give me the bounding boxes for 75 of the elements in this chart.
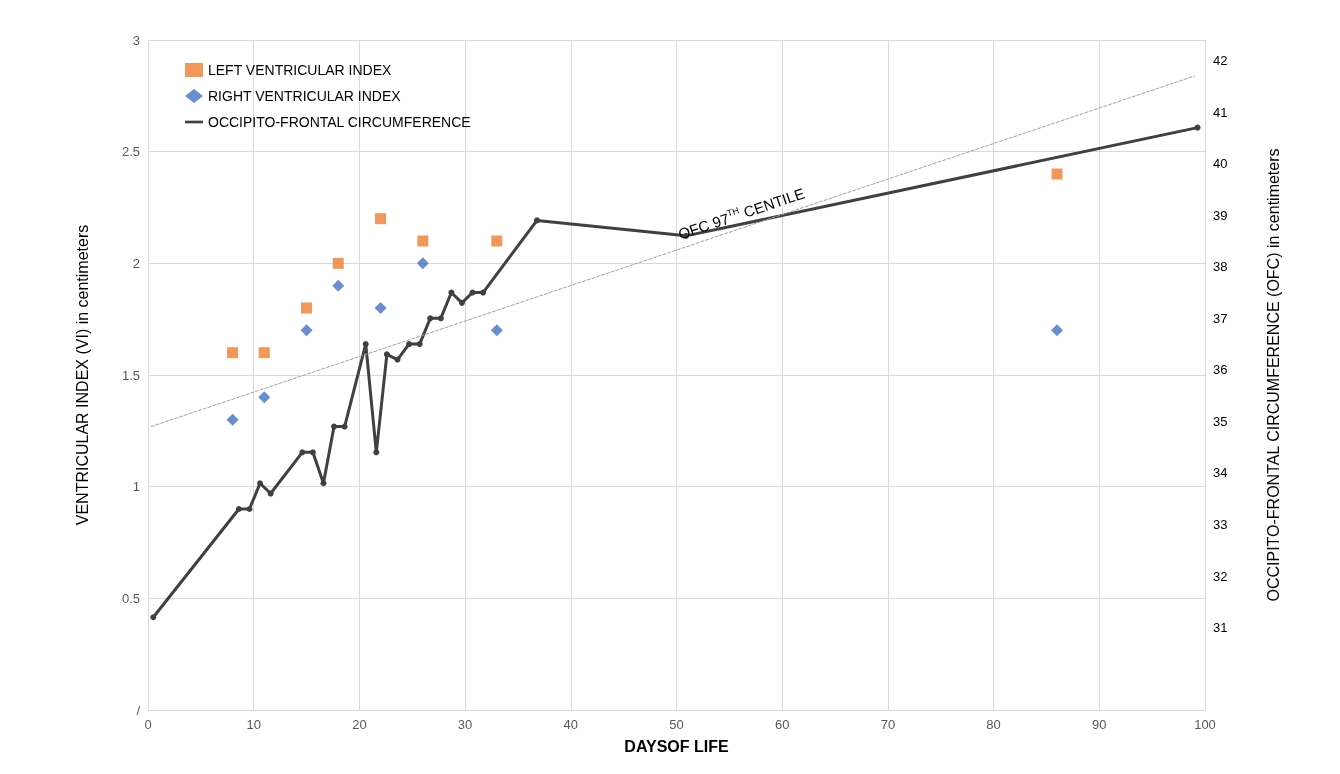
point — [332, 279, 345, 292]
point — [227, 347, 239, 359]
point — [300, 324, 313, 337]
point — [362, 341, 369, 348]
legend-label: LEFT VENTRICULAR INDEX — [208, 62, 392, 78]
y-axis-title: VENTRICULAR INDEX (VI) in centimeters — [73, 224, 91, 526]
point — [416, 257, 429, 270]
point — [258, 347, 270, 359]
y2-tick-label: 34 — [1213, 465, 1228, 481]
x-tick-label: 100 — [1194, 717, 1216, 732]
x-tick-label: 0 — [144, 717, 152, 732]
x-tick-label: 40 — [563, 717, 579, 732]
point — [267, 490, 274, 497]
point — [331, 423, 338, 430]
y-tick-label: 2.5 — [121, 144, 140, 160]
point — [246, 506, 253, 512]
y-tick-label: 1 — [132, 479, 140, 495]
x-tick-label: 70 — [880, 717, 896, 732]
point — [491, 235, 503, 247]
point — [1051, 168, 1063, 180]
x-tick-label: 50 — [669, 717, 684, 732]
point — [417, 235, 429, 247]
y2-tick-label: 41 — [1213, 104, 1228, 120]
x-axis-title: DAYSOF LIFE — [624, 737, 729, 755]
point — [320, 480, 327, 487]
point — [394, 356, 401, 363]
point — [299, 449, 306, 456]
point — [490, 324, 503, 337]
y2-tick-label: 31 — [1213, 620, 1228, 636]
y-tick-label: 1.5 — [121, 367, 140, 383]
y2-tick-label: 35 — [1213, 413, 1228, 429]
y-tick-label: 0.5 — [121, 590, 140, 606]
y2-tick-label: 40 — [1213, 156, 1228, 172]
y2-tick-label: 37 — [1213, 310, 1228, 326]
point — [406, 341, 413, 348]
point — [480, 289, 487, 296]
point — [258, 391, 271, 404]
y2-tick-label: 33 — [1213, 516, 1228, 532]
y-tick-label: 3 — [132, 32, 140, 48]
point — [373, 449, 380, 456]
point — [437, 315, 444, 322]
point — [469, 289, 476, 296]
point — [533, 217, 540, 224]
legend-label: RIGHT VENTRICULAR INDEX — [208, 88, 402, 104]
x-tick-label: 60 — [774, 717, 790, 732]
x-tick-label: 10 — [246, 717, 261, 732]
point — [257, 480, 264, 487]
point — [375, 213, 387, 225]
point — [1194, 124, 1201, 131]
point — [416, 341, 423, 348]
point — [374, 302, 387, 314]
point — [309, 449, 316, 456]
point — [341, 423, 348, 430]
y-tick-label: / — [136, 702, 141, 718]
x-tick-label: 20 — [352, 717, 367, 732]
point — [150, 614, 157, 621]
y-tick-label: 2 — [132, 255, 140, 271]
y2-tick-label: 36 — [1213, 362, 1228, 378]
point — [383, 351, 390, 358]
point — [301, 302, 313, 314]
x-tick-label: 90 — [1092, 717, 1107, 732]
y2-tick-label: 39 — [1213, 207, 1228, 223]
y2-tick-label: 32 — [1213, 568, 1228, 584]
point — [458, 299, 465, 306]
point — [226, 413, 239, 426]
y2-tick-label: 38 — [1213, 259, 1228, 275]
point — [235, 506, 242, 512]
point — [427, 315, 434, 322]
x-tick-label: 80 — [986, 717, 1001, 732]
point — [1051, 324, 1064, 337]
y2-axis-title: OCCIPITO-FRONTAL CIRCUMFERENCE (OFC) in centimeters — [1264, 148, 1282, 602]
y2-tick-label: 42 — [1213, 53, 1228, 69]
x-tick-label: 30 — [457, 717, 473, 732]
point — [332, 257, 344, 269]
legend-label: OCCIPITO-FRONTAL CIRCUMFERENCE — [208, 114, 471, 130]
